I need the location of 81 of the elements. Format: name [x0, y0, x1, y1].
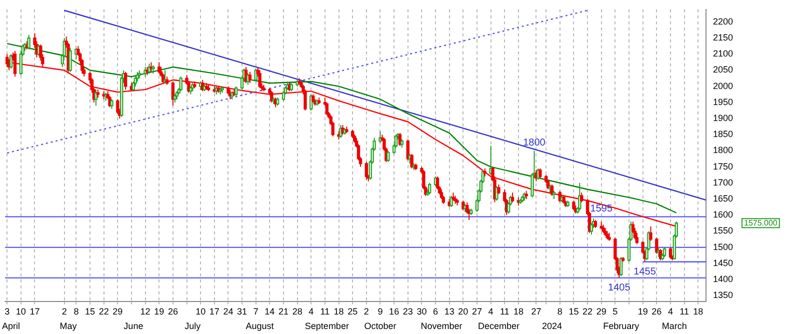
x2-tick-label: May — [60, 321, 78, 332]
x-tick-label: 8 — [74, 306, 79, 316]
x-tick-label: 5 — [612, 306, 618, 316]
x2-tick-label: August — [246, 321, 274, 332]
x-tick-label: 29 — [596, 306, 606, 316]
x-tick-label: 21 — [278, 306, 289, 316]
x-tick-label: 12 — [140, 306, 150, 316]
x-tick-label: 15 — [85, 306, 96, 316]
x-tick-label: 31 — [237, 306, 248, 316]
x-tick-label: 18 — [693, 306, 704, 316]
x-tick-label: 18 — [334, 306, 344, 316]
x-tick-label: 7 — [253, 306, 258, 316]
x-tick-label: 30 — [416, 306, 427, 316]
annotation: 1800 — [523, 137, 546, 148]
x-tick-label: 19 — [154, 306, 164, 316]
annotation: 1595 — [590, 203, 613, 214]
x-tick-label: 17 — [209, 306, 220, 316]
y-tick-label: 1400 — [713, 274, 734, 284]
x-tick-label: 27 — [531, 306, 542, 316]
annotation: 1455 — [634, 266, 656, 278]
x-tick-label: 11 — [680, 306, 689, 316]
x-tick-label: 24 — [223, 306, 234, 316]
y-tick-label: 2050 — [713, 64, 734, 75]
x2-tick-label: June — [124, 321, 144, 332]
y-tick-label: 1800 — [713, 145, 734, 156]
y-tick-label: 1650 — [713, 194, 734, 204]
x-tick-label: 26 — [652, 306, 662, 316]
x-tick-label: 3 — [4, 306, 10, 316]
x-tick-label: 9 — [378, 306, 383, 316]
x-tick-label: 26 — [168, 306, 178, 316]
x-tick-label: 18 — [513, 306, 524, 316]
x-tick-label: 27 — [472, 306, 482, 316]
x-tick-label: 13 — [444, 306, 454, 316]
x2-tick-label: March — [662, 321, 687, 332]
x-tick-label: 6 — [433, 306, 438, 316]
y-tick-label: 1750 — [713, 161, 734, 172]
x-tick-label: 10 — [16, 306, 26, 316]
y-tick-label: 2200 — [713, 16, 734, 26]
x-tick-label: 14 — [264, 306, 275, 316]
annotation: 1405 — [608, 282, 631, 294]
y-tick-label: 1700 — [713, 177, 734, 188]
x-tick-label: 10 — [196, 306, 206, 316]
y-tick-label: 2150 — [713, 32, 734, 43]
x-tick-label: 4 — [668, 306, 673, 316]
x2-tick-label: 2024 — [542, 321, 562, 332]
x-tick-label: 4 — [488, 306, 494, 316]
y-tick-label: 1900 — [713, 113, 734, 124]
x2-tick-label: October — [364, 321, 396, 332]
y-tick-label: 1550 — [713, 226, 734, 236]
x-tick-label: 11 — [500, 306, 510, 316]
x-tick-label: 23 — [402, 306, 413, 316]
x-tick-label: 17 — [30, 306, 40, 316]
x2-tick-label: September — [304, 321, 349, 332]
x-tick-label: 4 — [308, 306, 314, 316]
x-tick-label: 22 — [582, 306, 593, 316]
x-tick-label: 11 — [320, 306, 330, 316]
y-tick-label: 2000 — [713, 80, 734, 91]
x-tick-label: 2 — [364, 306, 369, 316]
x2-tick-label: July — [184, 321, 202, 332]
x-tick-label: 19 — [638, 306, 648, 316]
y-tick-label: 1450 — [713, 258, 734, 268]
x-tick-label: 2 — [62, 306, 67, 316]
x-tick-label: 8 — [557, 306, 562, 316]
x-tick-label: 25 — [348, 306, 358, 316]
x-tick-label: 15 — [568, 306, 579, 316]
x-tick-label: 28 — [292, 306, 302, 316]
y-tick-label: 1350 — [713, 290, 734, 300]
y-tick-label: 1950 — [713, 96, 734, 107]
y-tick-label: 1850 — [713, 129, 734, 140]
text: 1575.000 — [744, 218, 778, 228]
x2-tick-label: November — [420, 321, 462, 332]
x2-tick-label: December — [478, 321, 520, 332]
x-tick-label: 22 — [98, 306, 109, 316]
y-tick-label: 1600 — [713, 210, 734, 220]
x-tick-label: 20 — [458, 306, 468, 316]
y-tick-label: 1500 — [713, 242, 734, 252]
x2-tick-label: April — [2, 321, 20, 332]
y-tick-label: 2100 — [713, 48, 734, 59]
x-tick-label: 16 — [389, 306, 400, 316]
x2-tick-label: February — [603, 321, 640, 332]
x-tick-label: 29 — [112, 306, 123, 316]
